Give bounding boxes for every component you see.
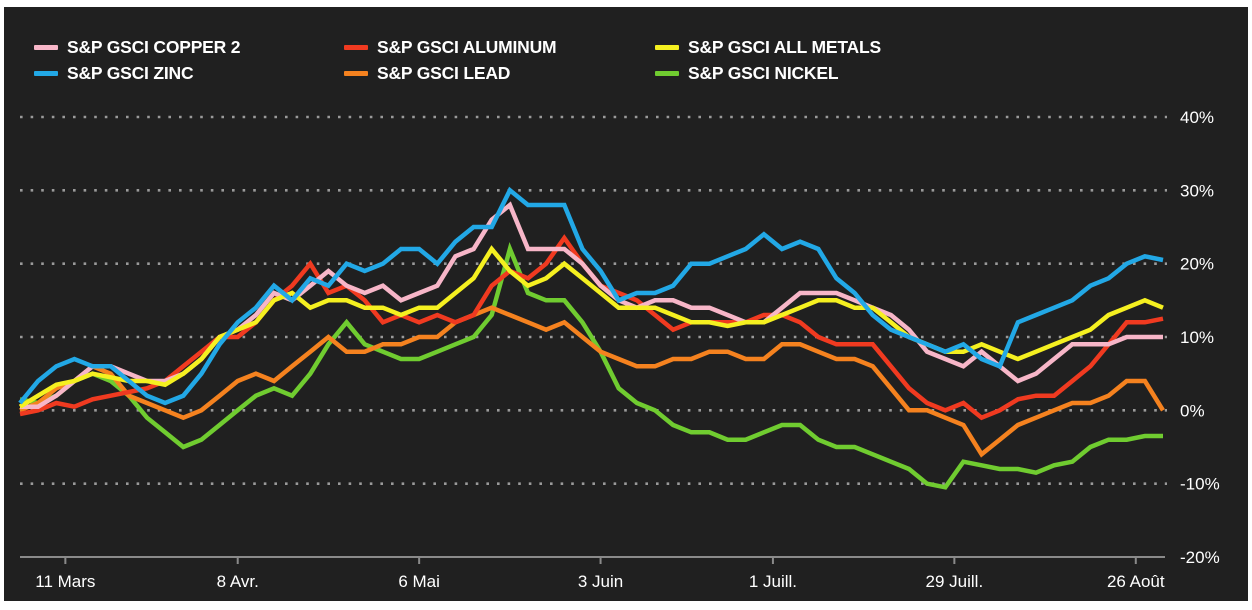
legend: S&P GSCI COPPER 2 S&P GSCI ZINC S&P GSCI… [4, 7, 1248, 97]
legend-label-zinc: S&P GSCI ZINC [67, 63, 194, 83]
legend-swatch-all-metals [655, 45, 679, 50]
legend-label-aluminum: S&P GSCI ALUMINUM [377, 37, 557, 57]
y-tick-label: 40% [1180, 108, 1214, 127]
legend-label-lead: S&P GSCI LEAD [377, 63, 511, 83]
legend-item-zinc: S&P GSCI ZINC [34, 63, 194, 84]
series-line-copper-2 [20, 201, 1163, 409]
x-tick-label: 6 Mai [398, 572, 440, 591]
legend-swatch-lead [344, 71, 368, 76]
series-lines [18, 186, 1165, 490]
y-tick-label: -20% [1180, 548, 1220, 567]
legend-item-copper: S&P GSCI COPPER 2 [34, 37, 240, 58]
legend-label-copper: S&P GSCI COPPER 2 [67, 37, 241, 57]
legend-swatch-zinc [34, 71, 58, 76]
x-tick-label: 29 Juill. [926, 572, 984, 591]
legend-swatch-copper [34, 45, 58, 50]
x-axis-labels: 11 Mars 8 Avr. 6 Mai 3 Juin 1 Juill. 29 Juill… [35, 572, 1165, 591]
series-line-zinc [18, 186, 1164, 406]
legend-item-nickel: S&P GSCI NICKEL [655, 63, 839, 84]
y-tick-label: 10% [1180, 328, 1214, 347]
y-tick-label: -10% [1180, 475, 1220, 494]
x-tick-label: 26 Août [1107, 572, 1165, 591]
y-tick-label: 20% [1180, 255, 1214, 274]
legend-label-nickel: S&P GSCI NICKEL [688, 63, 839, 83]
x-axis [20, 556, 1165, 564]
legend-item-aluminum: S&P GSCI ALUMINUM [344, 37, 557, 58]
legend-swatch-aluminum [344, 45, 368, 50]
x-tick-label: 11 Mars [35, 572, 95, 591]
legend-label-all-metals: S&P GSCI ALL METALS [688, 37, 881, 57]
legend-swatch-nickel [655, 71, 679, 76]
series-line-nickel [19, 242, 1163, 490]
series-line-all-metals [18, 245, 1164, 409]
x-tick-label: 1 Juill. [749, 572, 797, 591]
legend-item-lead: S&P GSCI LEAD [344, 63, 510, 84]
y-tick-label: 0% [1180, 401, 1205, 420]
y-axis-labels: 40% 30% 20% 10% 0% -10% -20% [1180, 108, 1220, 567]
x-tick-label: 8 Avr. [217, 572, 259, 591]
line-chart: 40% 30% 20% 10% 0% -10% -20% 11 Mars 8 Avr. 6 Ma… [18, 108, 1220, 591]
chart-panel: S&P GSCI COPPER 2 S&P GSCI ZINC S&P GSCI… [4, 7, 1248, 601]
series-line-lead [19, 305, 1165, 458]
x-tick-label: 3 Juin [578, 572, 623, 591]
y-tick-label: 30% [1180, 181, 1214, 200]
legend-item-all-metals: S&P GSCI ALL METALS [655, 37, 881, 58]
gridlines [20, 115, 1167, 485]
